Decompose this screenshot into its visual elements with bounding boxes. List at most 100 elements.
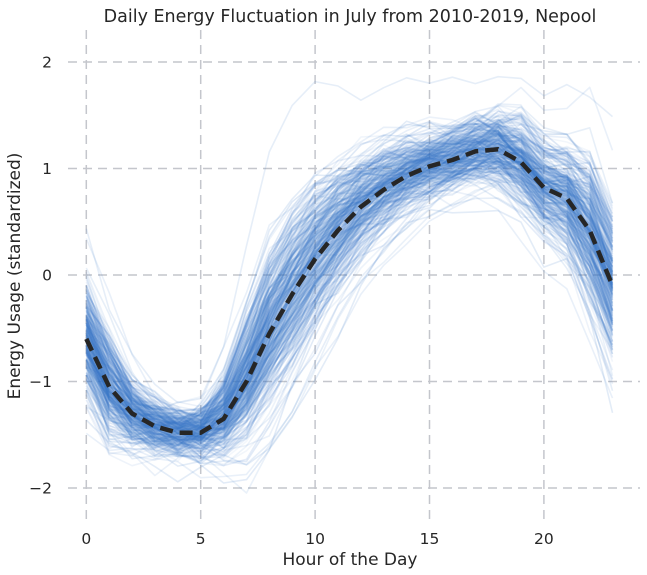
daily-profile-line [85, 159, 614, 452]
daily-profile-line [85, 138, 614, 437]
daily-profile-line [85, 116, 614, 422]
daily-profile-line [85, 156, 614, 452]
daily-profile-line [85, 157, 614, 437]
daily-profile-line [85, 105, 614, 416]
daily-profile-line [85, 126, 614, 428]
daily-profile-line [85, 155, 614, 436]
daily-profile-line [85, 140, 614, 454]
daily-profile-line [85, 141, 614, 435]
daily-profile-line [85, 126, 614, 431]
daily-profile-line [85, 146, 614, 457]
daily-profile-line [85, 149, 614, 446]
daily-profile-line [85, 137, 614, 436]
daily-profile-line [85, 157, 614, 455]
daily-profile-line [85, 116, 614, 429]
daily-profile-line [85, 152, 614, 440]
daily-profile-line [85, 173, 614, 461]
daily-profile-line [85, 161, 614, 450]
daily-profile-line [85, 137, 614, 441]
daily-profile-line [85, 122, 614, 421]
daily-profile-line [85, 133, 614, 433]
daily-profile-line [85, 144, 614, 436]
daily-profile-line [85, 123, 614, 426]
daily-profile-line [85, 166, 614, 443]
daily-profile-line [85, 161, 614, 438]
daily-profile-line [85, 146, 614, 438]
daily-profile-line [85, 118, 614, 422]
daily-profile-line [85, 144, 614, 446]
daily-profile-line [85, 143, 614, 438]
daily-profile-line [85, 123, 614, 428]
daily-profile-line [85, 110, 614, 413]
daily-profile-line [85, 144, 614, 449]
daily-profile-line [85, 161, 614, 438]
daily-profile-line [85, 113, 614, 435]
daily-profile-line [85, 115, 614, 425]
daily-profile-line [85, 125, 614, 423]
mean-profile-line [84, 147, 615, 435]
daily-profile-line [85, 159, 614, 444]
daily-profile-line [85, 131, 614, 440]
daily-profile-line [85, 142, 614, 445]
daily-profile-line [85, 138, 614, 445]
daily-profile-line [85, 118, 614, 412]
daily-profile-line [85, 143, 614, 444]
daily-profile-line [85, 148, 614, 455]
daily-profile-line [85, 133, 614, 458]
daily-profile-line [85, 169, 614, 449]
daily-profile-line [85, 148, 614, 429]
daily-profile-line [85, 104, 614, 411]
daily-profile-line [85, 133, 614, 429]
daily-profile-line [85, 149, 614, 444]
daily-profile-line [85, 147, 614, 448]
daily-profile-line [85, 153, 614, 442]
daily-profile-line [85, 174, 614, 466]
daily-profile-line [85, 121, 614, 433]
daily-profile-line [85, 128, 614, 418]
daily-profile-line [85, 119, 614, 417]
daily-profile-line [85, 166, 614, 452]
daily-profile-line [85, 168, 614, 467]
daily-profile-line [85, 138, 614, 431]
daily-profile-line [85, 150, 614, 448]
daily-profile-line [85, 147, 614, 457]
daily-profile-line [85, 138, 614, 430]
daily-profile-line [85, 166, 614, 450]
daily-profile-line [85, 125, 614, 422]
daily-profile-line [85, 162, 614, 450]
daily-profile-line [85, 146, 614, 450]
x-tick-label: 0 [81, 530, 91, 548]
daily-profile-line [85, 150, 614, 437]
daily-profile-line [85, 173, 614, 467]
daily-profile-line [85, 132, 614, 434]
daily-profile-line [85, 159, 614, 459]
daily-profile-line [85, 176, 614, 467]
daily-profile-line [85, 117, 614, 421]
daily-profile-line [85, 170, 614, 448]
daily-profile-line [85, 139, 614, 430]
daily-profile-line [85, 118, 614, 423]
daily-profile-line [85, 162, 614, 446]
daily-profile-line [85, 126, 614, 430]
daily-profile-line [85, 147, 614, 456]
daily-profile-line [85, 171, 614, 454]
daily-profile-line [85, 125, 614, 425]
daily-profile-line [85, 132, 614, 438]
daily-profile-line [85, 112, 614, 421]
daily-profile-line [85, 139, 614, 434]
daily-profile-line [85, 160, 614, 451]
daily-profile-line [85, 134, 614, 434]
daily-profile-line [85, 155, 614, 460]
daily-profile-line [85, 152, 614, 448]
daily-profile-line [85, 114, 614, 431]
daily-profile-line [85, 140, 614, 429]
daily-profile-line [85, 157, 614, 448]
daily-profile-line [85, 177, 614, 460]
daily-profile-line [85, 110, 614, 417]
daily-profile-line [85, 174, 614, 463]
daily-profile-line [85, 159, 614, 455]
daily-profile-line [85, 125, 614, 421]
daily-profile-line [85, 104, 614, 415]
daily-profile-line [85, 139, 614, 436]
daily-profile-line [85, 114, 614, 421]
